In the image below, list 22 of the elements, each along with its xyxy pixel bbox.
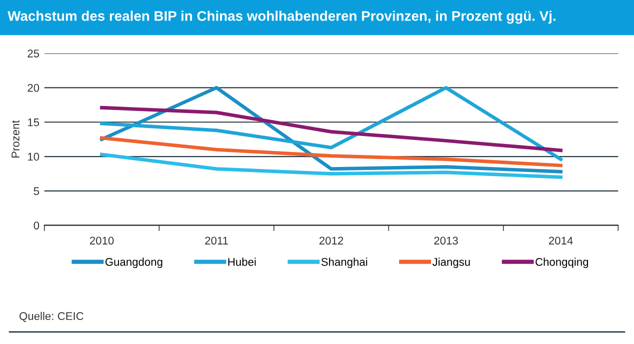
x-tick-label: 2014 (548, 236, 573, 245)
x-tick-label: 2010 (90, 236, 114, 245)
line-series (100, 106, 563, 152)
source-note: Quelle: CEIC (20, 312, 84, 322)
y-axis-title: Prozent (12, 120, 20, 158)
x-tick-label: 2012 (319, 236, 344, 245)
y-tick-label: 15 (28, 118, 40, 126)
line-series (100, 152, 563, 179)
line-series (100, 136, 563, 168)
x-tick-label: 2013 (434, 236, 458, 245)
y-tick-label: 25 (28, 50, 40, 58)
y-tick-label: 20 (28, 84, 40, 92)
legend-label: Hubei (228, 258, 256, 266)
x-tick-label: 2011 (205, 236, 228, 245)
legend-label: Jiangsu (432, 258, 470, 268)
y-tick-label: 0 (34, 222, 40, 230)
legend-label: Shanghai (321, 258, 368, 268)
y-tick-label: 5 (34, 187, 40, 196)
legend-label: Guangdong (105, 258, 162, 268)
legend-label: Chongqing (536, 258, 588, 268)
chart-title: Wachstum des realen BIP in Chinas wohlhabenderen Provinzen, in Prozent ggü. Vj. (8, 10, 556, 24)
y-tick-label: 10 (28, 152, 40, 161)
